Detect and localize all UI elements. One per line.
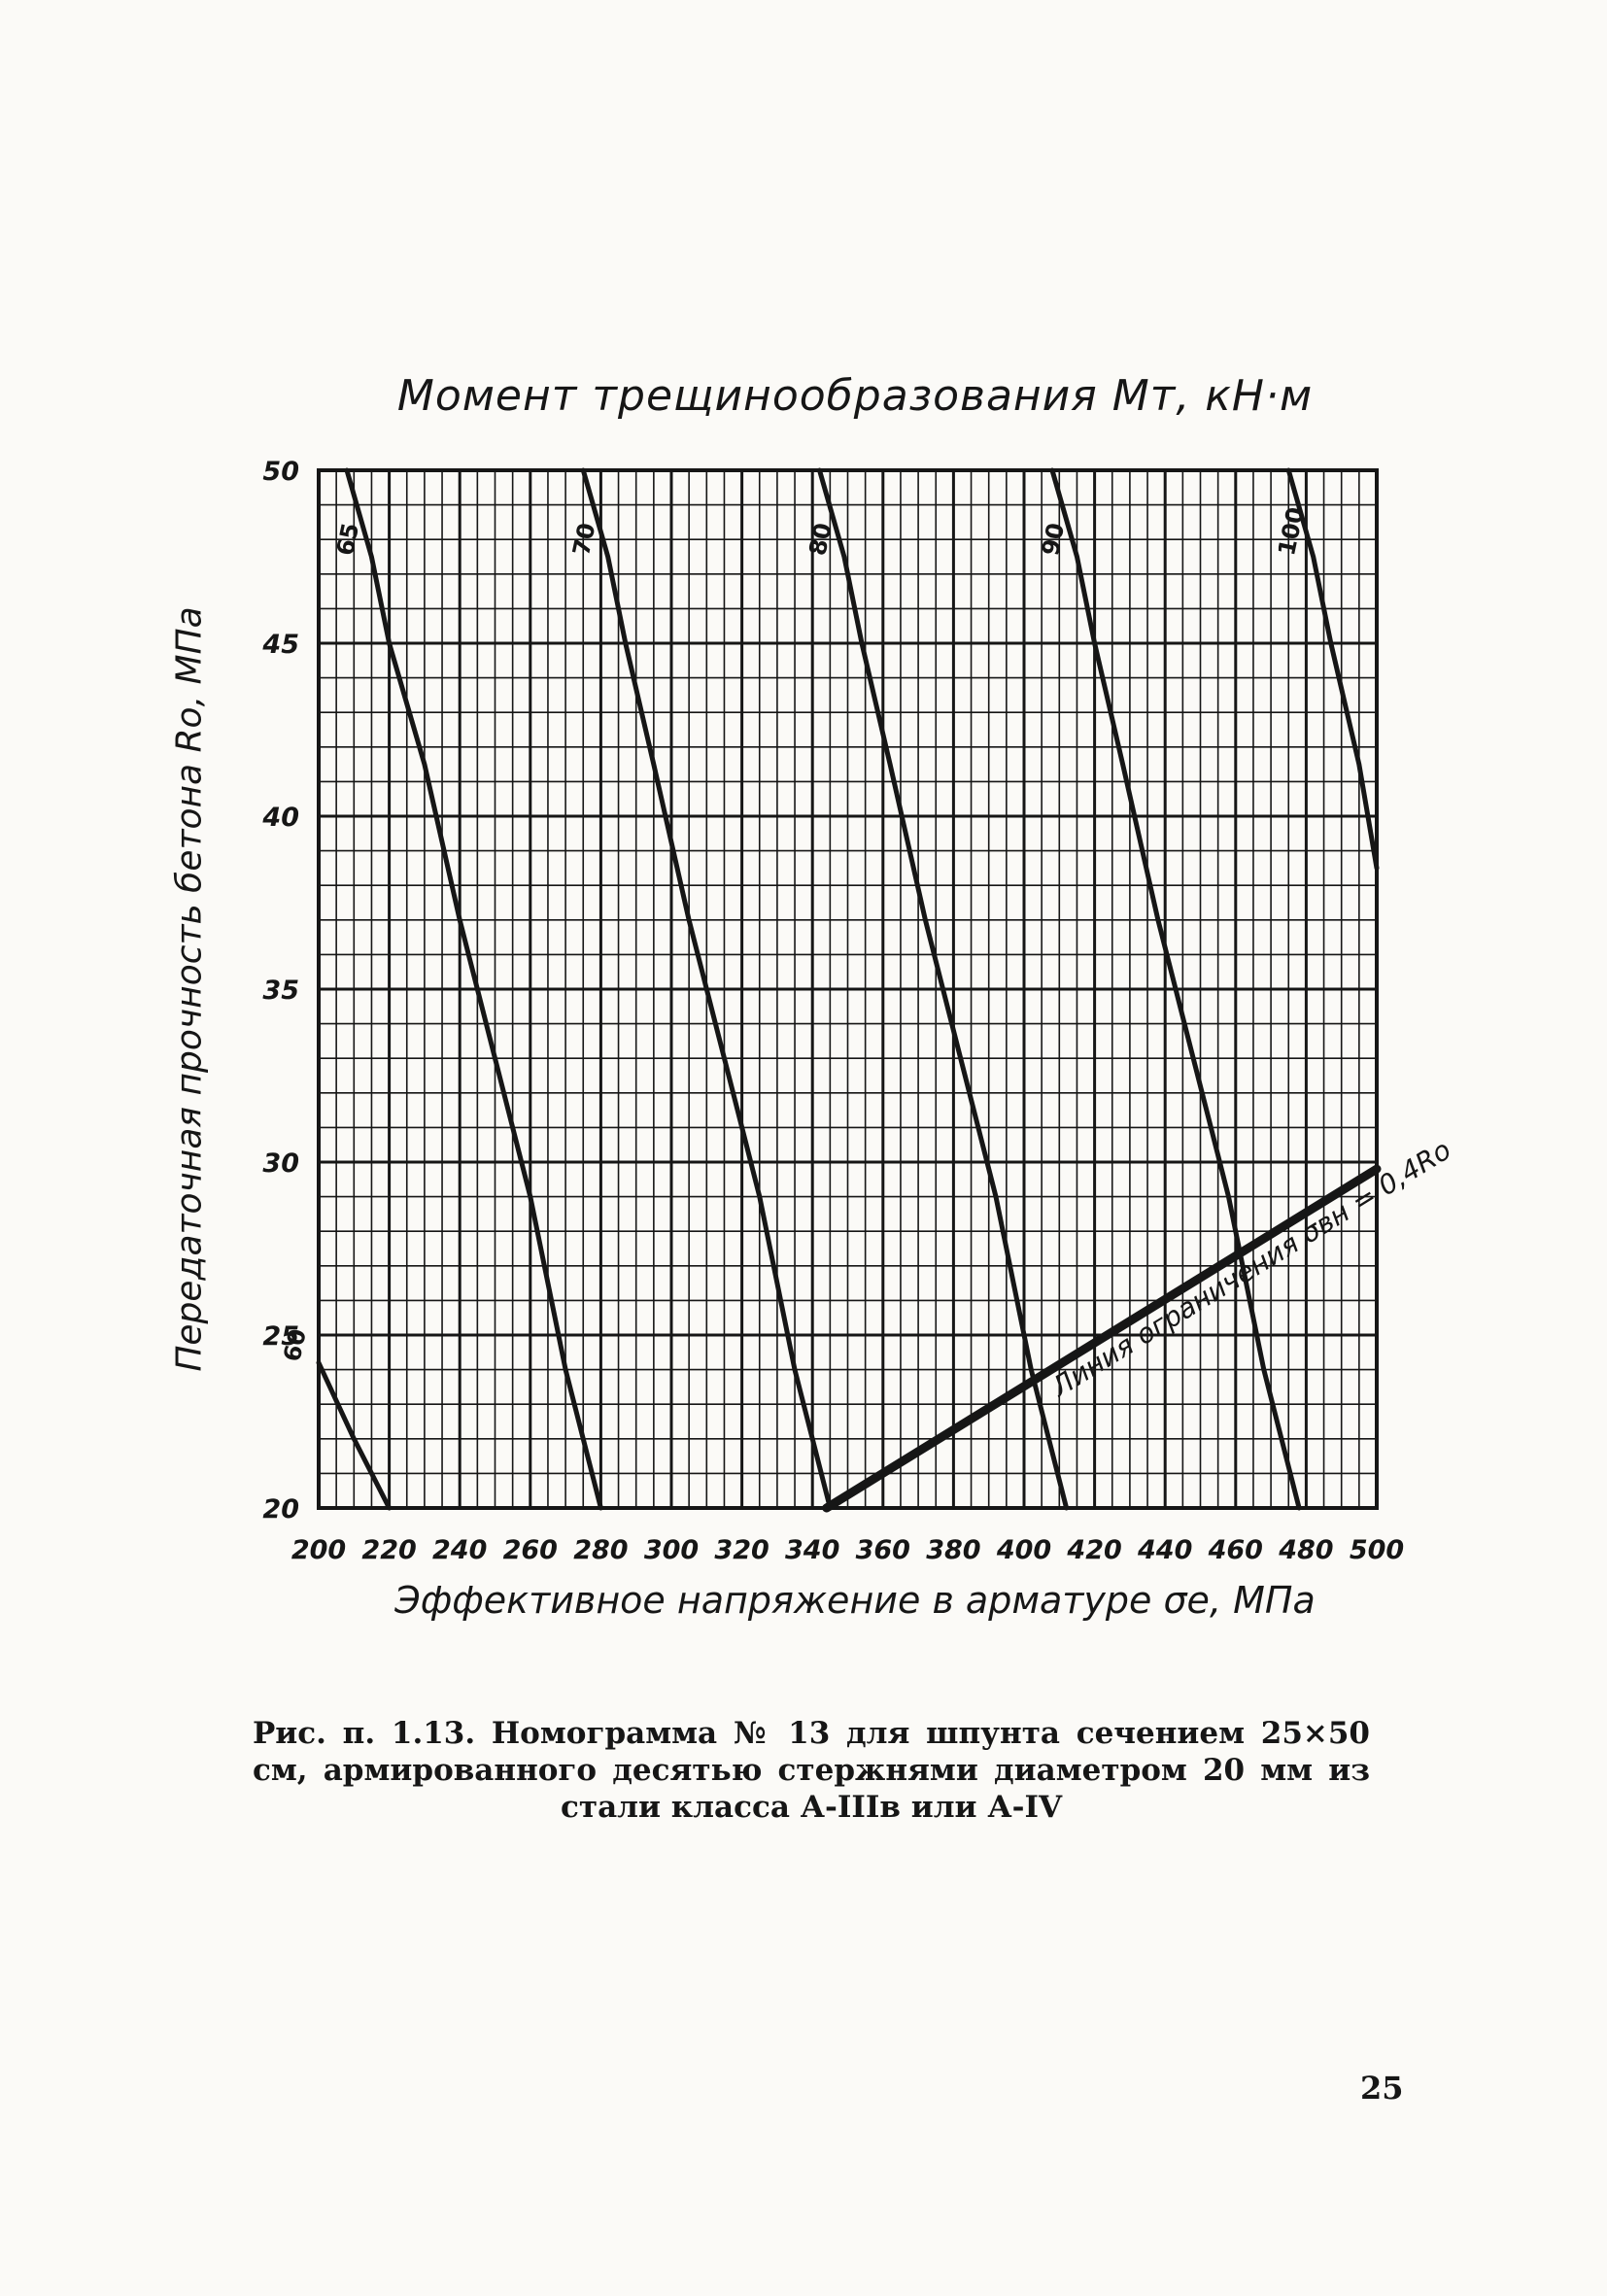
y-tick-label: 30 xyxy=(262,1148,299,1179)
tick-labels: 200 220 240 260 280 300 320 340 360 380 400 420 440 4… xyxy=(261,457,1404,1565)
x-tick-label: 480 xyxy=(1278,1535,1333,1565)
x-tick-label: 260 xyxy=(503,1535,558,1565)
curve-90 xyxy=(1049,467,1302,1511)
x-tick-label: 500 xyxy=(1350,1535,1404,1565)
limit-line-label: Линия ограничения σвн = 0,4Ro xyxy=(1045,1134,1456,1404)
x-tick-label: 340 xyxy=(785,1535,839,1565)
y-axis-label: Передаточная прочность бетона Ro, МПа xyxy=(169,606,210,1372)
y-tick-label: 45 xyxy=(261,630,299,660)
x-tick-label: 420 xyxy=(1066,1535,1121,1565)
curve-label-60: 60 xyxy=(278,1326,311,1363)
plot-grid xyxy=(317,468,1379,1510)
curve-label-70: 70 xyxy=(567,521,600,558)
x-tick-label: 200 xyxy=(291,1535,346,1565)
y-tick-label: 40 xyxy=(261,803,299,833)
x-tick-label: 400 xyxy=(996,1535,1051,1565)
page-number: 25 xyxy=(1360,2070,1404,2107)
curve-65 xyxy=(344,467,603,1511)
curve-100 xyxy=(1285,467,1380,871)
y-tick-label: 25 xyxy=(262,1321,299,1352)
x-tick-label: 240 xyxy=(432,1535,487,1565)
curve-label-80: 80 xyxy=(804,521,837,558)
plot-frame xyxy=(317,468,1379,1510)
x-tick-label: 280 xyxy=(573,1535,628,1565)
x-tick-label: 380 xyxy=(926,1535,980,1565)
curve-label-90: 90 xyxy=(1037,521,1070,558)
chart-title: Момент трещинообразования Mт, кН·м xyxy=(396,371,1314,421)
curve-60 xyxy=(316,1360,393,1511)
limit-line xyxy=(822,1164,1382,1513)
curve-70 xyxy=(580,467,833,1511)
curve-label-65: 65 xyxy=(331,521,364,558)
curve-label-100: 100 xyxy=(1273,504,1310,558)
x-tick-label: 360 xyxy=(856,1535,910,1565)
x-tick-label: 220 xyxy=(361,1535,416,1565)
x-tick-label: 440 xyxy=(1137,1535,1192,1565)
x-tick-label: 460 xyxy=(1208,1535,1263,1565)
x-tick-label: 320 xyxy=(714,1535,769,1565)
y-tick-label: 50 xyxy=(262,457,299,487)
nomogram-chart: 60 65 70 80 90 100 Линия ограничения σвн = 0,4… xyxy=(261,457,1456,1565)
figure-caption: Рис. п. 1.13. Номограмма № 13 для шпунта… xyxy=(253,1716,1370,1825)
curve-80 xyxy=(817,467,1070,1511)
x-axis-label: Эффективное напряжение в арматуре σe, МП… xyxy=(394,1579,1316,1622)
y-tick-label: 35 xyxy=(262,976,299,1006)
x-tick-label: 300 xyxy=(644,1535,699,1565)
y-tick-label: 20 xyxy=(262,1494,299,1525)
